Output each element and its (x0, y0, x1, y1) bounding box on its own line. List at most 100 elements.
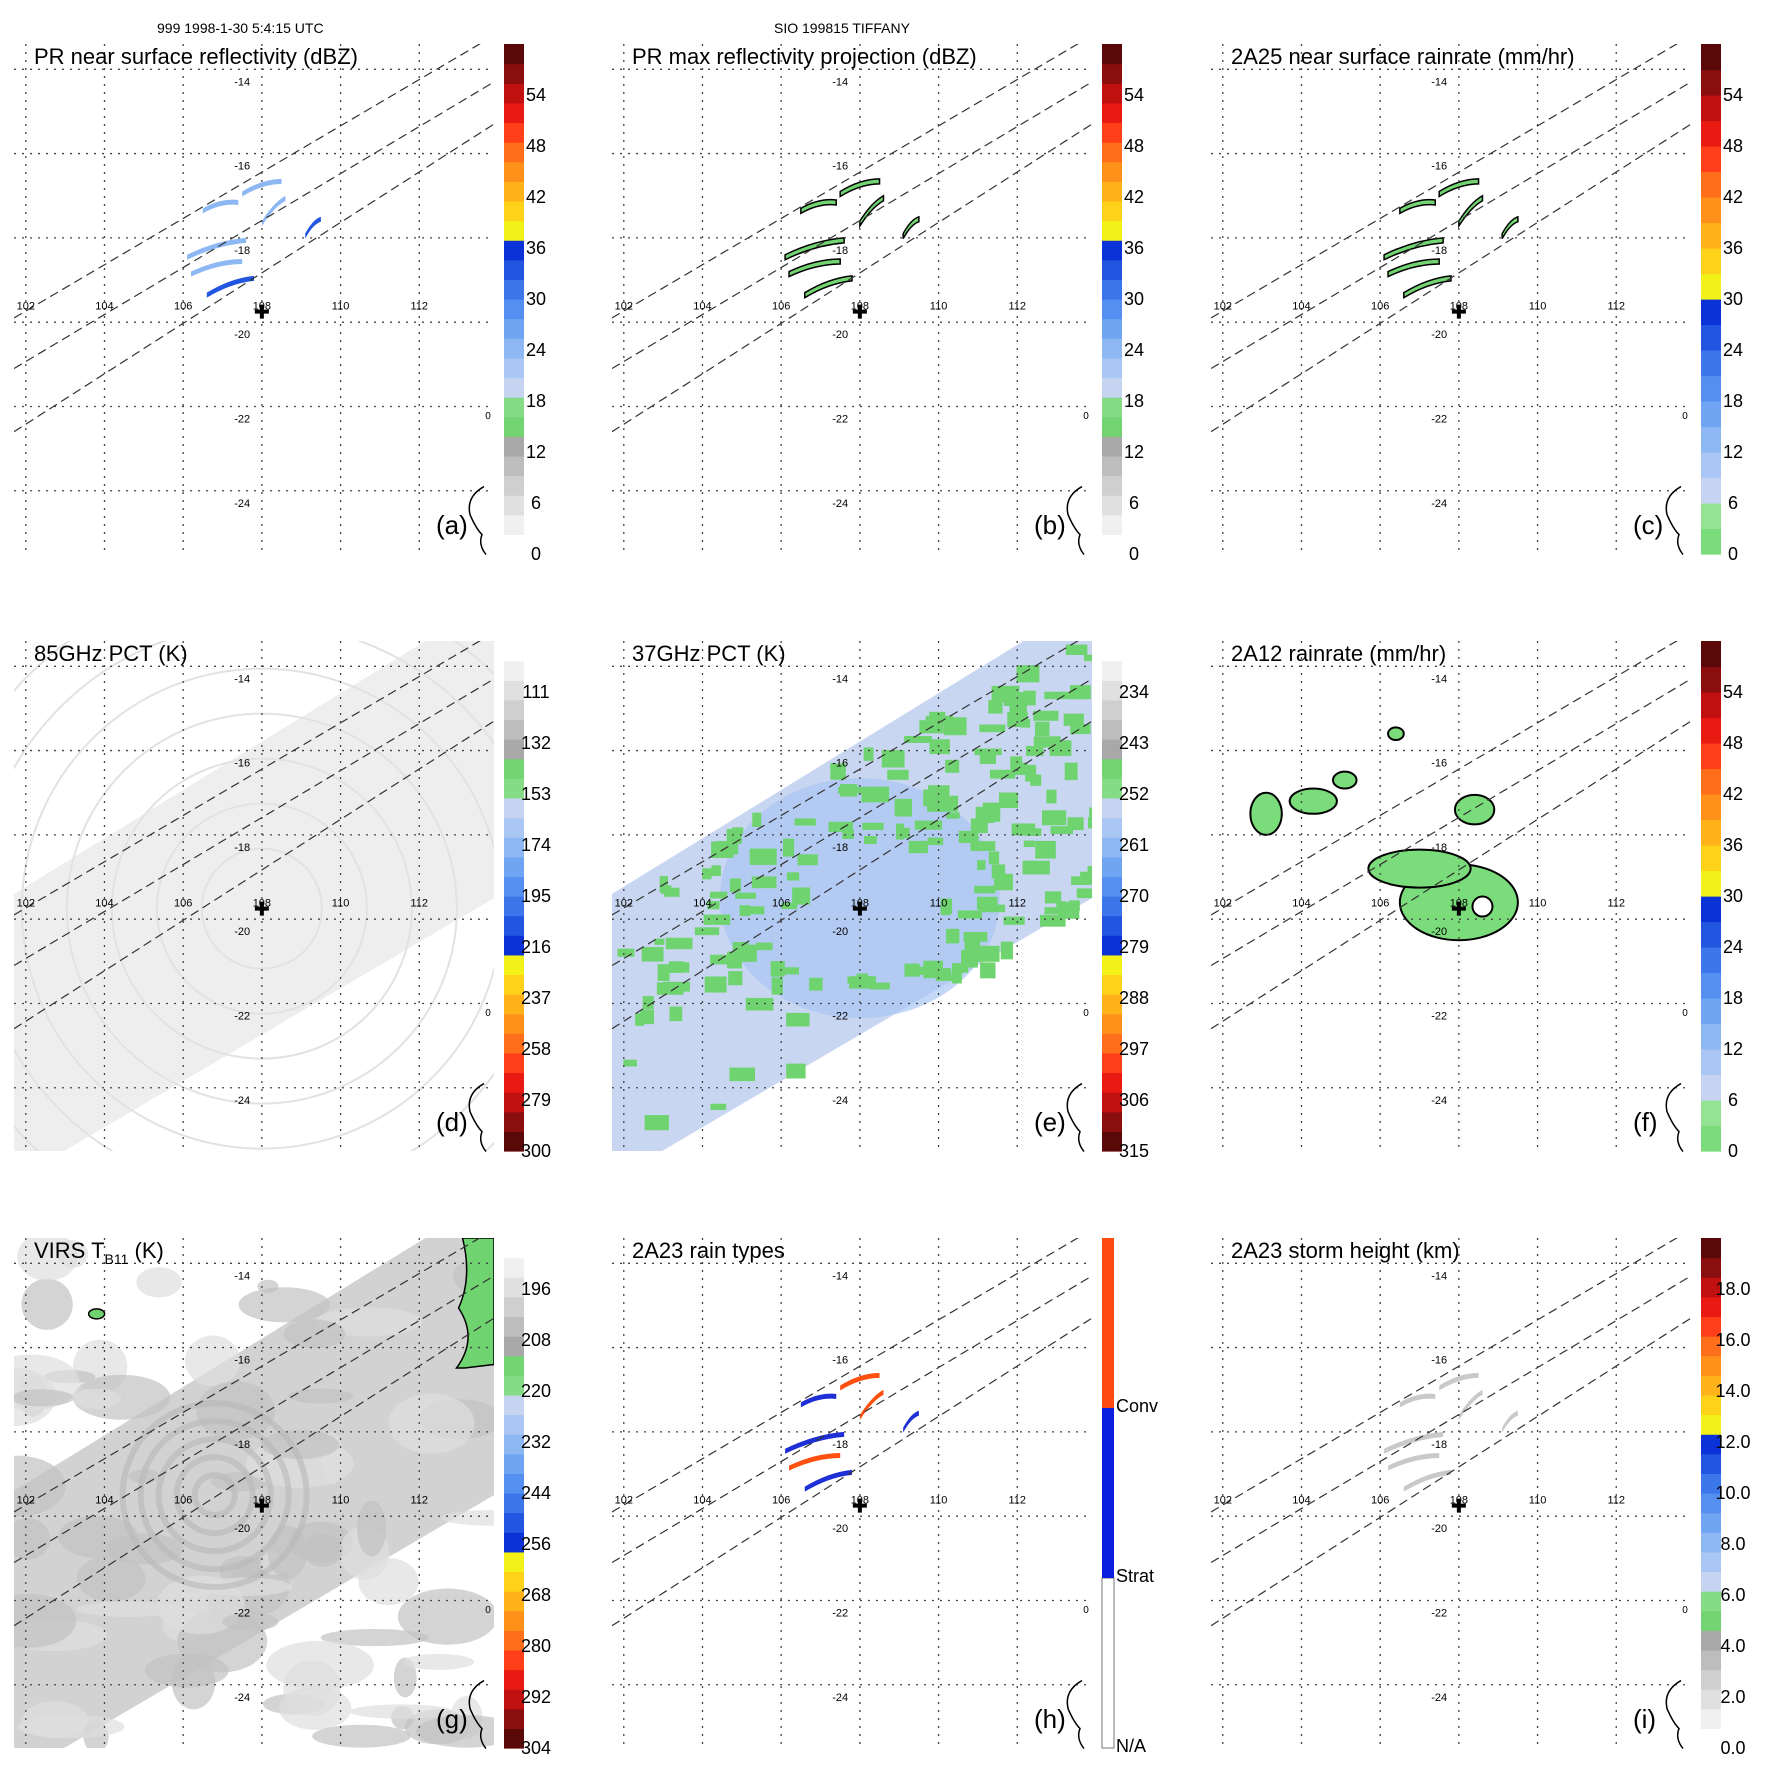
warm-cell (756, 942, 773, 951)
warm-cell (961, 949, 978, 968)
rain-band (804, 1469, 852, 1492)
cloud-texture (238, 1287, 330, 1323)
panel-title: PR max reflectivity projection (dBZ) (632, 44, 977, 69)
panel-title: 2A12 rainrate (mm/hr) (1231, 641, 1446, 666)
warm-cell (870, 982, 890, 990)
colorbar-label: 30 (1723, 289, 1743, 309)
lat-tick-label: -20 (1431, 926, 1447, 938)
cloud-texture (283, 1319, 346, 1349)
swath-edge-line (14, 720, 494, 1030)
warm-cell (940, 968, 952, 976)
lon-tick-label: 102 (17, 301, 35, 313)
cloud-texture (106, 1533, 184, 1565)
warm-cell (752, 812, 762, 827)
warm-cell (786, 1063, 806, 1079)
panel-letter: (e) (1034, 1107, 1066, 1137)
lon-tick-label: 106 (174, 898, 192, 910)
cloud-texture (136, 1267, 182, 1298)
swath-edge-line (14, 1317, 494, 1627)
colorbar-segment (1102, 896, 1122, 917)
warm-cell (887, 769, 909, 780)
rain-area (1249, 791, 1283, 836)
panel-e: 102104106108110112-14-16-18-20-22-24037G… (612, 641, 1149, 1161)
warm-cell (927, 837, 944, 846)
colorbar-label: 42 (1723, 784, 1743, 804)
warm-cell (989, 769, 1016, 779)
storm-center-marker (1451, 304, 1466, 319)
colorbar-label: 24 (526, 340, 546, 360)
cloud-texture (312, 1724, 411, 1748)
warm-cell (929, 739, 950, 755)
warm-cell (1046, 789, 1057, 804)
lon-tick-label: 112 (1607, 301, 1625, 313)
colorbar-label: 279 (1119, 937, 1149, 957)
lat-tick-label: -20 (234, 926, 250, 938)
coastline (1665, 1679, 1684, 1750)
colorbar-label: 30 (526, 289, 546, 309)
colorbar-segment (1102, 719, 1122, 740)
colorbar-segment (504, 915, 524, 936)
colorbar-segment (504, 83, 524, 104)
map-plot-area: 102104106108110112-14-16-18-20-22-240 (1211, 641, 1691, 1153)
rain-band (1403, 274, 1452, 300)
warm-cell (1056, 901, 1067, 913)
colorbar-segment (1701, 222, 1721, 249)
swath-edge-line (14, 678, 494, 967)
warm-cell (1068, 900, 1080, 912)
warm-cell (749, 848, 777, 865)
storm-center-marker (1451, 1498, 1466, 1513)
colorbar-label: 48 (1723, 136, 1743, 156)
warm-cell (925, 715, 954, 724)
colorbar-segment (1102, 778, 1122, 799)
rain-band (1501, 215, 1519, 240)
cloud-texture (358, 1558, 419, 1606)
colorbar: 315 306 297 288 279 270 261 252 243 234 (1102, 641, 1149, 1161)
lat-tick-label: -24 (832, 498, 848, 510)
colorbar-label: 18 (1723, 988, 1743, 1008)
swath-edge-line (612, 123, 1092, 433)
cloud-texture (76, 1555, 146, 1602)
colorbar-label: 4.0 (1720, 1636, 1745, 1656)
panel-letter: (f) (1633, 1107, 1658, 1137)
lon-tick-label: 112 (1607, 898, 1625, 910)
warm-cell (1025, 764, 1037, 782)
colorbar-segment (1701, 1049, 1721, 1076)
colorbar-label: 256 (521, 1534, 551, 1554)
colorbar-label: 252 (1119, 784, 1149, 804)
lat-tick-label: -22 (832, 1607, 848, 1619)
data-layer (14, 641, 494, 1151)
colorbar-segment (1102, 495, 1122, 516)
colorbar-segment (1701, 1023, 1721, 1050)
warm-cell (770, 961, 785, 977)
colorbar-label: 36 (1723, 238, 1743, 258)
colorbar-segment (1102, 377, 1122, 398)
colorbar-label: 18.0 (1715, 1279, 1750, 1299)
colorbar-segment (1102, 259, 1122, 280)
colorbar-segment (1701, 717, 1721, 744)
colorbar-label: 280 (521, 1636, 551, 1656)
colorbar-segment (1701, 1074, 1721, 1101)
rain-band (1438, 178, 1480, 198)
colorbar-segment (1701, 1277, 1721, 1298)
swath-edge-line (1211, 81, 1691, 370)
warm-cell (729, 1067, 755, 1082)
colorbar-segment (504, 357, 524, 379)
lat-tick-label: -22 (1431, 1010, 1447, 1022)
warm-cell (914, 820, 943, 830)
swath-edge-line (612, 81, 1092, 370)
cloud-texture (14, 1389, 74, 1407)
warm-cell (1041, 810, 1067, 826)
colorbar-segment (504, 1375, 524, 1396)
colorbar-segment (504, 739, 524, 760)
colorbar-label: 237 (521, 988, 551, 1008)
colorbar-label: 315 (1119, 1141, 1149, 1161)
colorbar-segment (504, 1610, 524, 1631)
cloud-texture (76, 1601, 183, 1617)
warm-cell (945, 759, 960, 773)
lat-tick-label: -22 (832, 413, 848, 425)
colorbar-label: 36 (526, 238, 546, 258)
colorbar-segment (1701, 1100, 1721, 1127)
colorbar: 0 6 12 18 24 30 36 42 48 54 (1102, 44, 1144, 564)
rain-band (800, 198, 838, 215)
lon-tick-label: 102 (1214, 1495, 1232, 1507)
